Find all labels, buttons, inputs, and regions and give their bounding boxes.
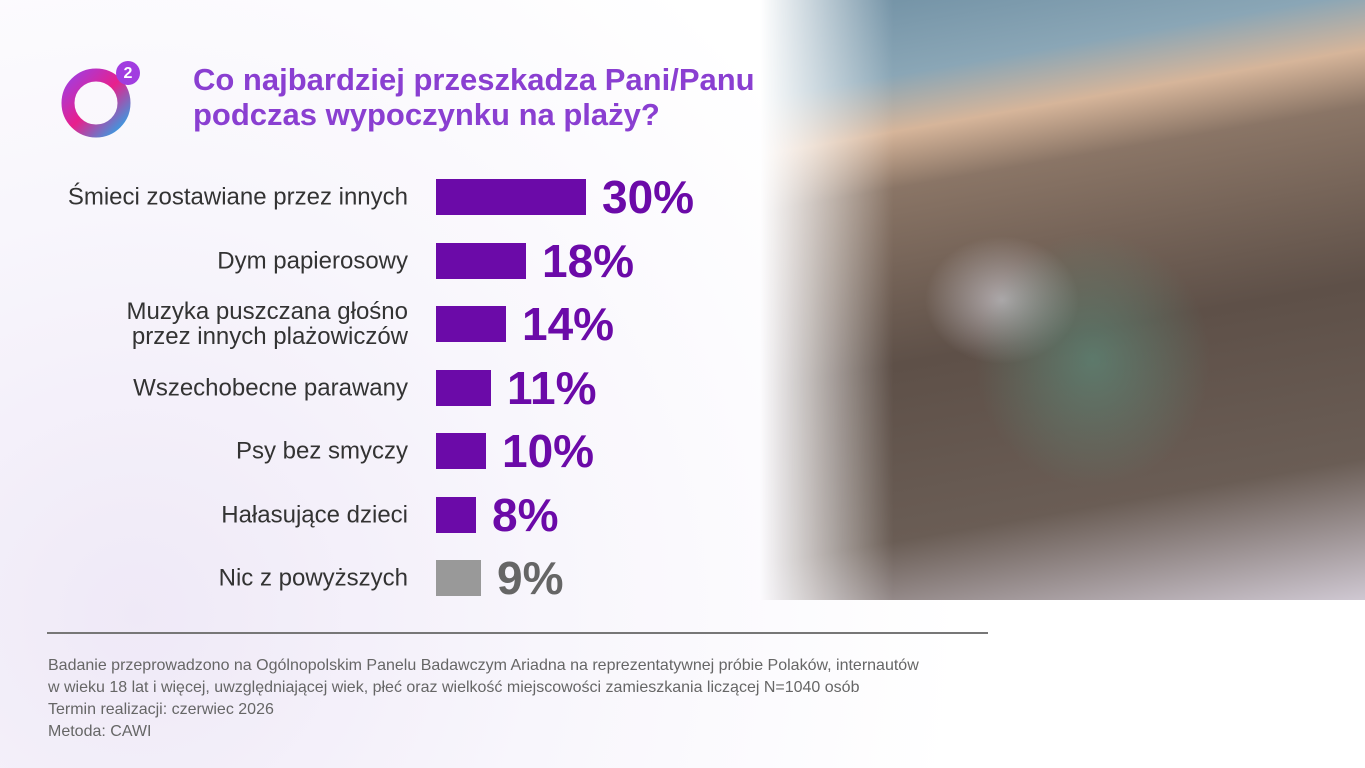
value-label: 8%: [492, 488, 559, 541]
category-label: Muzyka puszczana głośno przez innych pla…: [126, 298, 408, 350]
beach-photo: [760, 0, 1365, 600]
bar: [436, 369, 491, 406]
logo-ring: [61, 68, 131, 138]
logo-dot: [116, 61, 140, 85]
chart-title: Co najbardziej przeszkadza Pani/Panu pod…: [193, 62, 755, 132]
bar: [436, 433, 486, 469]
bar: [436, 496, 476, 533]
divider: [47, 632, 988, 634]
bar: [436, 242, 526, 279]
value-label: 14%: [522, 298, 615, 350]
bar: [436, 306, 506, 342]
footnote: Badanie przeprowadzono na Ogólnopolskim …: [48, 657, 919, 674]
category-label: Śmieci zostawiane przez innych: [67, 183, 408, 211]
logo: 2: [61, 61, 140, 138]
category-label: Psy bez smyczy: [235, 437, 408, 465]
footnote: Metoda: CAWI: [48, 723, 152, 740]
footnote: Termin realizacji: czerwiec 2026: [48, 701, 274, 718]
category-label: Hałasujące dzieci: [221, 501, 408, 528]
value-label: 30%: [602, 171, 695, 223]
value-label: 11%: [507, 361, 597, 414]
category-label: Wszechobecne parawany: [133, 374, 408, 401]
bar: [436, 560, 481, 596]
logo-text: 2: [124, 65, 133, 82]
footnote: w wieku 18 lat i więcej, uwzględniającej…: [48, 679, 860, 696]
bar: [436, 179, 586, 215]
category-label: Dym papierosowy: [217, 247, 408, 274]
value-label: 18%: [542, 234, 635, 287]
value-label: 9%: [497, 552, 564, 604]
value-label: 10%: [502, 425, 595, 477]
category-label: Nic z powyższych: [218, 564, 408, 592]
